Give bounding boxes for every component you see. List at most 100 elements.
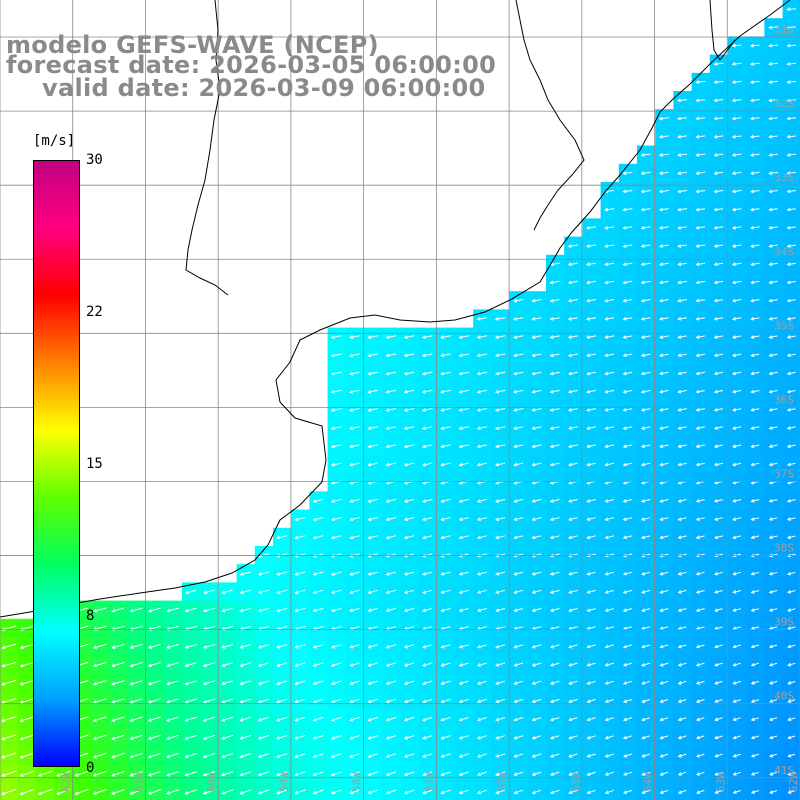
wind-arrow xyxy=(786,389,796,394)
wind-arrow xyxy=(695,571,705,576)
wind-arrow xyxy=(640,280,651,285)
wind-arrow xyxy=(513,698,524,704)
wind-arrow xyxy=(586,789,596,795)
wind-arrow xyxy=(586,735,596,740)
wind-arrow xyxy=(531,789,542,795)
wind-arrow xyxy=(348,353,360,358)
wind-arrow xyxy=(732,790,741,794)
wind-arrow xyxy=(786,444,796,449)
wind-arrow xyxy=(659,408,669,412)
wind-arrow xyxy=(586,335,596,339)
wind-arrow xyxy=(549,280,560,285)
wind-arrow xyxy=(640,371,651,376)
wind-arrow xyxy=(385,335,397,339)
wind-arrow xyxy=(768,662,778,667)
wind-arrow xyxy=(659,371,669,376)
wind-arrow xyxy=(749,62,760,66)
wind-arrow xyxy=(604,371,615,376)
wind-arrow xyxy=(768,753,778,758)
wind-arrow xyxy=(403,789,415,795)
wind-arrow xyxy=(713,499,724,503)
wind-arrow xyxy=(640,535,651,540)
wind-arrow xyxy=(732,699,741,703)
wind-arrow xyxy=(476,789,487,795)
wind-arrow xyxy=(549,717,560,722)
wind-arrow xyxy=(750,717,760,722)
wind-arrow xyxy=(1,770,17,777)
wind-arrow xyxy=(695,590,705,594)
wind-arrow xyxy=(549,608,560,613)
wind-arrow xyxy=(695,644,705,649)
wind-arrow xyxy=(549,662,560,667)
wind-arrow xyxy=(385,571,397,576)
wind-arrow xyxy=(750,389,760,394)
wind-arrow xyxy=(714,590,723,594)
wind-arrow xyxy=(531,771,542,776)
wind-arrow xyxy=(695,371,705,376)
wind-arrow xyxy=(641,589,651,594)
wind-arrow xyxy=(165,734,179,740)
wind-arrow xyxy=(476,608,487,613)
wind-arrow xyxy=(531,662,542,667)
wind-arrow xyxy=(549,426,560,430)
wind-arrow xyxy=(367,389,379,394)
wind-arrow xyxy=(659,389,669,394)
wind-arrow xyxy=(458,753,469,758)
wind-arrow xyxy=(787,644,796,649)
wind-arrow xyxy=(568,717,578,722)
wind-arrow xyxy=(769,790,778,794)
wind-arrow xyxy=(495,717,506,722)
wind-arrow xyxy=(568,735,578,740)
wind-arrow xyxy=(732,444,742,449)
wind-arrow xyxy=(658,134,669,139)
wind-arrow xyxy=(330,389,342,394)
wind-arrow xyxy=(367,353,379,358)
lat-label: 35S xyxy=(774,319,794,332)
wind-arrow xyxy=(567,335,578,339)
wind-arrow xyxy=(731,207,742,212)
wind-arrow xyxy=(641,717,651,722)
wind-arrow xyxy=(604,717,614,722)
wind-arrow xyxy=(494,444,506,449)
wind-arrow xyxy=(786,262,796,267)
wind-arrow xyxy=(531,644,542,649)
wind-arrow xyxy=(623,753,632,758)
wind-arrow xyxy=(768,317,778,321)
wind-arrow xyxy=(787,735,796,740)
wind-arrow xyxy=(641,771,651,776)
wind-arrow xyxy=(622,353,633,358)
wind-arrow xyxy=(276,680,288,686)
wind-arrow xyxy=(677,335,687,339)
lat-label: 39S xyxy=(774,616,794,629)
wind-arrow xyxy=(422,789,433,795)
wind-arrow xyxy=(750,571,760,576)
wind-arrow xyxy=(769,771,778,776)
wind-arrow xyxy=(622,717,633,722)
wind-arrow xyxy=(476,426,488,430)
wind-arrow xyxy=(349,662,360,667)
wind-arrow xyxy=(659,608,669,612)
wind-arrow xyxy=(696,771,705,776)
wind-arrow xyxy=(294,662,306,667)
wind-arrow xyxy=(750,244,760,248)
wind-arrow xyxy=(19,661,35,668)
wind-arrow xyxy=(695,225,706,230)
wind-arrow xyxy=(623,789,632,795)
wind-arrow xyxy=(513,608,524,613)
wind-arrow xyxy=(513,408,524,412)
wind-arrow xyxy=(622,317,633,321)
wind-arrow xyxy=(403,444,415,449)
wind-arrow xyxy=(768,262,778,267)
wind-arrow xyxy=(385,408,397,412)
wind-arrow xyxy=(330,335,342,340)
wind-arrow xyxy=(513,353,524,358)
wind-arrow xyxy=(750,408,760,412)
wind-arrow xyxy=(641,644,651,649)
wind-arrow xyxy=(659,571,669,576)
wind-arrow xyxy=(513,517,524,522)
wind-arrow xyxy=(731,134,742,139)
wind-arrow xyxy=(549,735,560,740)
wind-arrow xyxy=(531,462,542,467)
wind-arrow xyxy=(422,644,433,649)
wind-arrow xyxy=(677,153,687,157)
